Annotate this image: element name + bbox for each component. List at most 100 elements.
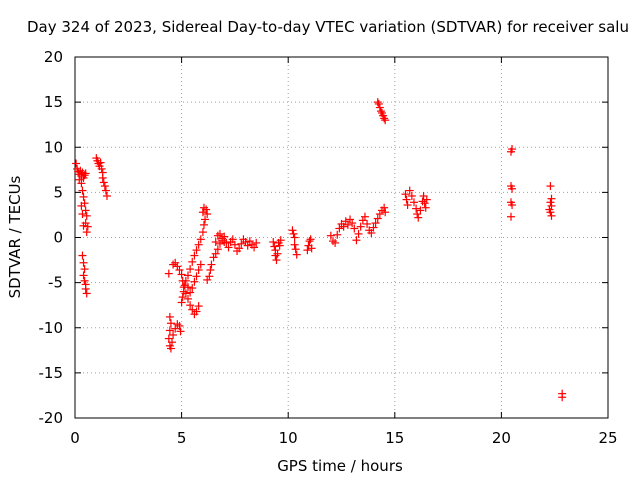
- data-point: [99, 178, 108, 187]
- data-point: [211, 238, 220, 247]
- data-point: [363, 219, 372, 228]
- data-point: [198, 228, 207, 237]
- y-axis-label: SDTVAR / TECUs: [6, 175, 24, 298]
- data-point: [374, 99, 383, 108]
- data-point: [367, 228, 376, 237]
- data-point: [79, 221, 88, 230]
- data-point: [173, 262, 182, 271]
- data-point: [508, 201, 517, 210]
- data-point: [250, 243, 259, 252]
- data-point: [228, 235, 237, 244]
- data-point: [376, 107, 385, 116]
- data-point: [188, 305, 197, 314]
- data-point: [203, 210, 212, 219]
- data-points: [72, 98, 567, 402]
- data-point: [83, 222, 92, 231]
- data-point: [328, 237, 337, 246]
- data-point: [292, 250, 301, 259]
- data-point: [354, 229, 363, 238]
- data-point: [102, 191, 111, 200]
- data-point: [420, 199, 429, 208]
- data-point: [215, 239, 224, 248]
- data-point: [75, 175, 84, 184]
- data-point: [165, 312, 174, 321]
- data-point: [205, 272, 214, 281]
- data-point: [186, 301, 195, 310]
- x-tick-label: 25: [598, 429, 617, 447]
- data-point: [421, 203, 430, 212]
- data-point: [273, 249, 282, 258]
- data-point: [546, 208, 555, 217]
- data-point: [291, 245, 300, 254]
- data-point: [79, 192, 88, 201]
- data-point: [77, 201, 86, 210]
- x-tick-label: 10: [279, 429, 298, 447]
- plot-frame: [74, 56, 609, 419]
- data-point: [80, 171, 89, 180]
- data-point: [381, 208, 390, 217]
- data-point: [350, 224, 359, 233]
- data-point: [183, 271, 192, 280]
- data-point: [407, 191, 416, 200]
- data-point: [412, 204, 421, 213]
- data-point: [183, 283, 192, 292]
- data-point: [171, 258, 180, 267]
- data-point: [331, 238, 340, 247]
- data-point: [243, 241, 252, 250]
- data-point: [196, 235, 205, 244]
- data-point: [177, 270, 186, 279]
- data-point: [339, 222, 348, 231]
- data-point: [101, 186, 110, 195]
- data-point: [203, 275, 212, 284]
- data-point: [224, 243, 233, 252]
- data-point: [333, 230, 342, 239]
- data-point: [192, 246, 201, 255]
- data-point: [78, 186, 87, 195]
- data-point: [290, 233, 299, 242]
- data-point: [401, 190, 410, 199]
- data-point: [416, 206, 425, 215]
- data-point: [171, 324, 180, 333]
- data-point: [181, 276, 190, 285]
- y-tick-label: 10: [44, 138, 63, 156]
- data-point: [186, 265, 195, 274]
- data-point: [422, 195, 431, 204]
- data-point: [79, 271, 88, 280]
- data-point: [373, 214, 382, 223]
- data-point: [96, 158, 105, 167]
- data-point: [175, 321, 184, 330]
- data-point: [371, 219, 380, 228]
- data-point: [230, 240, 239, 249]
- data-point: [201, 215, 210, 224]
- data-point: [78, 251, 87, 260]
- data-point: [380, 114, 389, 123]
- data-point: [169, 260, 178, 269]
- data-point: [326, 231, 335, 240]
- data-point: [79, 258, 88, 267]
- data-point: [175, 265, 184, 274]
- data-point: [190, 251, 199, 260]
- data-point: [168, 338, 177, 347]
- data-point: [358, 216, 367, 225]
- data-point: [375, 103, 384, 112]
- data-point: [288, 226, 297, 235]
- data-point: [194, 302, 203, 311]
- data-point: [245, 237, 254, 246]
- data-point: [307, 244, 316, 253]
- data-point: [306, 235, 315, 244]
- data-point: [81, 169, 90, 178]
- data-point: [164, 269, 173, 278]
- data-point: [165, 326, 174, 335]
- data-point: [196, 260, 205, 269]
- data-point: [192, 307, 201, 316]
- data-point: [369, 223, 378, 232]
- data-point: [206, 265, 215, 274]
- y-tick-label: -15: [39, 364, 64, 382]
- y-tick-label: 5: [53, 183, 63, 201]
- data-point: [173, 320, 182, 329]
- data-point: [166, 319, 175, 328]
- chart-title: Day 324 of 2023, Sidereal Day-to-day VTE…: [27, 18, 629, 36]
- data-point: [547, 194, 556, 203]
- data-point: [78, 210, 87, 219]
- data-point: [177, 298, 186, 307]
